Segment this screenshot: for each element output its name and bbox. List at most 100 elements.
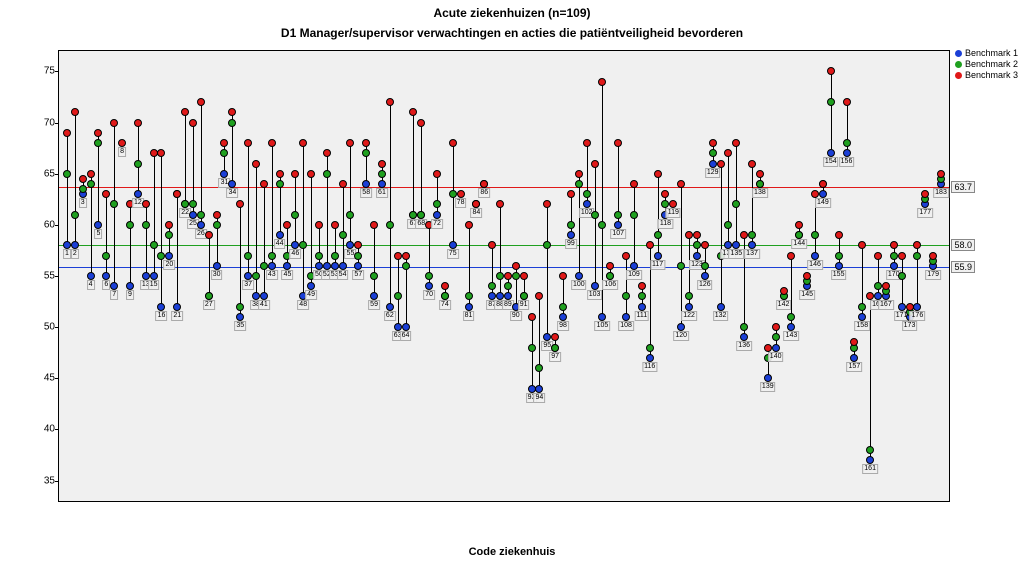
data-point: [614, 139, 622, 147]
data-point: [787, 252, 795, 260]
data-point: [157, 252, 165, 260]
code-label: 116: [642, 362, 657, 372]
data-point: [929, 252, 937, 260]
data-point: [378, 160, 386, 168]
data-point: [504, 292, 512, 300]
drop-line: [437, 174, 438, 215]
data-point: [630, 211, 638, 219]
data-point: [433, 170, 441, 178]
legend-label: Benchmark 2: [965, 59, 1018, 70]
code-label: 177: [917, 208, 933, 218]
code-label: 34: [226, 188, 238, 198]
data-point: [764, 344, 772, 352]
code-label: 1: [63, 249, 71, 259]
drop-line: [91, 174, 92, 276]
data-point: [354, 241, 362, 249]
data-point: [488, 282, 496, 290]
data-point: [220, 139, 228, 147]
data-point: [63, 129, 71, 137]
data-point: [165, 221, 173, 229]
drop-line: [350, 143, 351, 245]
data-point: [567, 221, 575, 229]
data-point: [94, 221, 102, 229]
drop-line: [539, 296, 540, 388]
data-point: [268, 262, 276, 270]
data-point: [339, 262, 347, 270]
code-label: 4: [87, 280, 95, 290]
drop-line: [421, 123, 422, 215]
data-point: [244, 139, 252, 147]
code-label: 74: [439, 300, 451, 310]
data-point: [126, 282, 134, 290]
code-label: 155: [831, 270, 847, 280]
data-point: [346, 241, 354, 249]
drop-line: [831, 71, 832, 153]
drop-line: [343, 184, 344, 266]
code-label: 179: [925, 270, 941, 280]
data-point: [323, 262, 331, 270]
data-point: [591, 211, 599, 219]
data-point: [299, 241, 307, 249]
data-point: [890, 241, 898, 249]
data-point: [898, 252, 906, 260]
data-point: [843, 149, 851, 157]
data-point: [110, 282, 118, 290]
data-point: [228, 119, 236, 127]
data-point: [110, 200, 118, 208]
code-label: 43: [266, 270, 278, 280]
data-point: [559, 313, 567, 321]
code-label: 146: [807, 260, 823, 270]
drop-line: [374, 225, 375, 297]
data-point: [843, 98, 851, 106]
drop-line: [902, 256, 903, 307]
data-point: [496, 272, 504, 280]
data-point: [110, 119, 118, 127]
drop-line: [870, 296, 871, 460]
data-point: [189, 211, 197, 219]
data-point: [638, 292, 646, 300]
data-point: [811, 231, 819, 239]
data-point: [94, 129, 102, 137]
code-label: 48: [297, 300, 309, 310]
code-label: 46: [289, 249, 301, 259]
drop-line: [413, 112, 414, 214]
reference-label: 58.0: [951, 239, 975, 251]
data-point: [874, 252, 882, 260]
x-axis-label: Code ziekenhuis: [0, 546, 1024, 558]
code-label: 57: [352, 270, 364, 280]
data-point: [685, 303, 693, 311]
data-point: [205, 231, 213, 239]
code-label: 9: [126, 290, 134, 300]
data-point: [362, 149, 370, 157]
data-point: [220, 170, 228, 178]
data-point: [142, 221, 150, 229]
data-point: [764, 374, 772, 382]
data-point: [79, 185, 87, 193]
data-point: [606, 262, 614, 270]
data-point: [913, 241, 921, 249]
data-point: [819, 190, 827, 198]
code-label: 91: [518, 300, 530, 310]
plot-area: 35404550556065707563.758.055.91234567891…: [58, 50, 950, 502]
data-point: [858, 313, 866, 321]
chart-title-sub: D1 Manager/supervisor verwachtingen en a…: [0, 26, 1024, 40]
data-point: [898, 303, 906, 311]
drop-line: [264, 184, 265, 297]
data-point: [591, 282, 599, 290]
code-label: 16: [156, 311, 168, 321]
drop-line: [303, 143, 304, 296]
code-label: 15: [148, 280, 160, 290]
data-point: [260, 262, 268, 270]
data-point: [535, 385, 543, 393]
drop-line: [287, 225, 288, 266]
data-point: [386, 221, 394, 229]
drop-line: [658, 174, 659, 256]
data-point: [567, 190, 575, 198]
data-point: [606, 272, 614, 280]
data-point: [87, 180, 95, 188]
data-point: [220, 149, 228, 157]
data-point: [354, 252, 362, 260]
data-point: [740, 333, 748, 341]
data-point: [409, 211, 417, 219]
drop-line: [571, 194, 572, 235]
